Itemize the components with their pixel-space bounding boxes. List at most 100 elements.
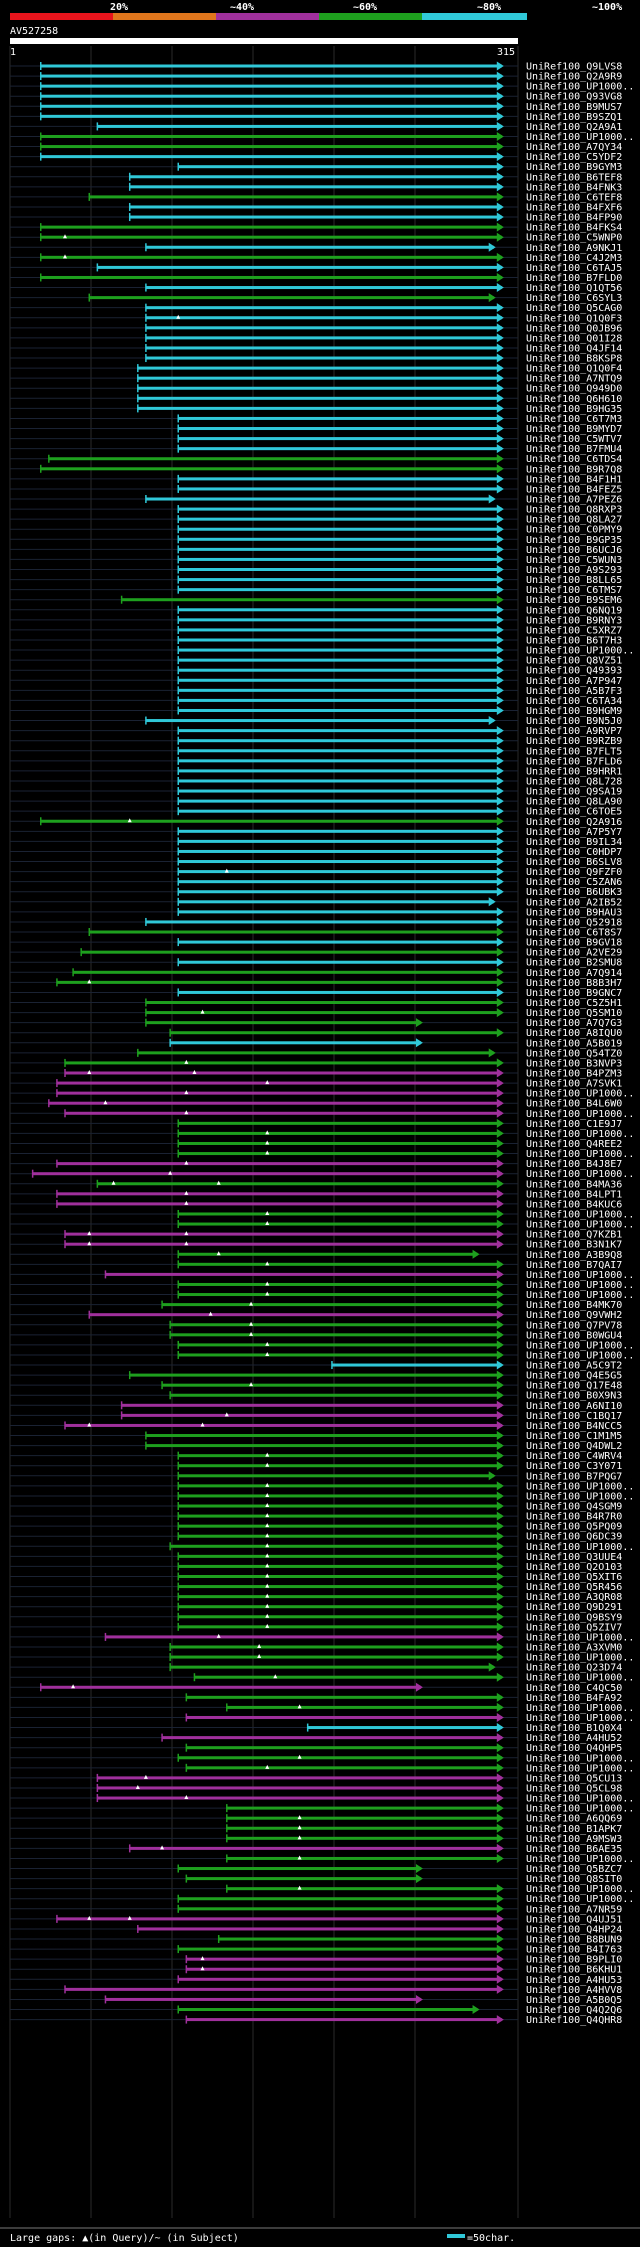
hit-label[interactable]: UniRef100_A9MSW3 <box>526 1834 622 1845</box>
hit-label[interactable]: UniRef100_C6TMS7 <box>526 585 622 596</box>
hit-label[interactable]: UniRef100_C6TEF8 <box>526 192 622 203</box>
hit-label[interactable]: UniRef100_B8LL65 <box>526 575 622 586</box>
hit-label[interactable]: UniRef100_Q9FZF0 <box>526 867 622 878</box>
hit-row[interactable]: UniRef100_A4HU52 <box>10 1733 622 1744</box>
hit-row[interactable]: UniRef100_UP1000.. <box>10 1169 634 1180</box>
hit-label[interactable]: UniRef100_C6TA34 <box>526 696 622 707</box>
hit-label[interactable]: UniRef100_A7SVK1 <box>526 1079 622 1090</box>
hit-row[interactable]: UniRef100_Q1QT56 <box>10 283 622 294</box>
hit-row[interactable]: UniRef100_B0WGU4 <box>10 1330 622 1341</box>
hit-label[interactable]: UniRef100_B7FLD0 <box>526 273 622 284</box>
hit-row[interactable]: UniRef100_UP1000.. <box>10 1652 634 1664</box>
hit-label[interactable]: UniRef100_B4FXF6 <box>526 202 622 213</box>
hit-label[interactable]: UniRef100_UP1000.. <box>526 1713 634 1724</box>
hit-row[interactable]: UniRef100_UP1000.. <box>10 1763 634 1774</box>
hit-label[interactable]: UniRef100_UP1000.. <box>526 132 634 143</box>
hit-row[interactable]: UniRef100_C1M1M5 <box>10 1431 622 1442</box>
hit-row[interactable]: UniRef100_Q7KZB1 <box>10 1229 622 1241</box>
hit-label[interactable]: UniRef100_A4HU53 <box>526 1975 622 1986</box>
hit-row[interactable]: UniRef100_C6SYL3 <box>10 293 622 304</box>
hit-label[interactable]: UniRef100_A5C9T2 <box>526 1361 622 1372</box>
hit-label[interactable]: UniRef100_UP1000.. <box>526 1653 634 1664</box>
hit-row[interactable]: UniRef100_B9N5J0 <box>10 716 622 727</box>
hit-label[interactable]: UniRef100_Q3UUE4 <box>526 1552 622 1563</box>
hit-row[interactable]: UniRef100_C4QC50 <box>10 1682 622 1694</box>
hit-row[interactable]: UniRef100_UP1000.. <box>10 1884 634 1895</box>
hit-label[interactable]: UniRef100_Q9VWH2 <box>526 1310 622 1321</box>
hit-label[interactable]: UniRef100_UP1000.. <box>526 1794 634 1805</box>
hit-label[interactable]: UniRef100_A7PEZ6 <box>526 495 622 506</box>
hit-row[interactable]: UniRef100_A9MSW3 <box>10 1833 622 1845</box>
hit-row[interactable]: UniRef100_B9IL34 <box>10 836 622 848</box>
hit-label[interactable]: UniRef100_B4FKS4 <box>526 223 622 234</box>
hit-row[interactable]: UniRef100_Q8SIT0 <box>10 1874 622 1885</box>
hit-label[interactable]: UniRef100_UP1000.. <box>526 1894 634 1905</box>
hit-label[interactable]: UniRef100_A7Q914 <box>526 968 622 979</box>
hit-label[interactable]: UniRef100_C1M1M5 <box>526 1431 622 1442</box>
hit-label[interactable]: UniRef100_Q4SGM9 <box>526 1502 622 1513</box>
hit-label[interactable]: UniRef100_B8KSP8 <box>526 354 622 365</box>
hit-label[interactable]: UniRef100_Q52918 <box>526 917 622 928</box>
hit-label[interactable]: UniRef100_Q9D291 <box>526 1602 622 1613</box>
hit-row[interactable]: UniRef100_Q17E48 <box>10 1380 622 1392</box>
hit-row[interactable]: UniRef100_Q2A9R9 <box>10 71 622 83</box>
hit-label[interactable]: UniRef100_Q6H610 <box>526 394 622 405</box>
hit-label[interactable]: UniRef100_B7FLT5 <box>526 746 622 757</box>
hit-label[interactable]: UniRef100_B9HGM9 <box>526 706 622 717</box>
hit-row[interactable]: UniRef100_C5Z5H1 <box>10 998 622 1009</box>
hit-label[interactable]: UniRef100_B6UBK3 <box>526 887 622 898</box>
hit-row[interactable]: UniRef100_B2SMU8 <box>10 957 622 969</box>
hit-label[interactable]: UniRef100_UP1000.. <box>526 1753 634 1764</box>
hit-row[interactable]: UniRef100_UP1000.. <box>10 1803 634 1815</box>
hit-label[interactable]: UniRef100_A9NKJ1 <box>526 243 622 254</box>
hit-label[interactable]: UniRef100_UP1000.. <box>526 1804 634 1815</box>
hit-label[interactable]: UniRef100_UP1000.. <box>526 1280 634 1291</box>
hit-row[interactable]: UniRef100_UP1000.. <box>10 1108 634 1120</box>
hit-label[interactable]: UniRef100_Q1Q0F4 <box>526 364 622 375</box>
hit-row[interactable]: UniRef100_Q5ZIV7 <box>10 1622 622 1633</box>
hit-row[interactable]: UniRef100_Q9D291 <box>10 1602 622 1613</box>
hit-label[interactable]: UniRef100_C0HDP7 <box>526 847 622 858</box>
hit-row[interactable]: UniRef100_C6TOE5 <box>10 806 622 818</box>
hit-label[interactable]: UniRef100_A5B019 <box>526 1038 622 1049</box>
hit-label[interactable]: UniRef100_B4LPT1 <box>526 1189 622 1200</box>
hit-row[interactable]: UniRef100_Q6DC39 <box>10 1531 622 1543</box>
hit-label[interactable]: UniRef100_UP1000.. <box>526 1129 634 1140</box>
hit-label[interactable]: UniRef100_A3B9Q8 <box>526 1250 622 1261</box>
hit-row[interactable]: UniRef100_B9R7Q8 <box>10 464 622 475</box>
hit-label[interactable]: UniRef100_Q5R456 <box>526 1582 622 1593</box>
hit-row[interactable]: UniRef100_Q9VWH2 <box>10 1310 622 1321</box>
hit-row[interactable]: UniRef100_B9RNY3 <box>10 615 622 626</box>
hit-row[interactable]: UniRef100_A7NR59 <box>10 1904 622 1915</box>
hit-row[interactable]: UniRef100_B6AE35 <box>10 1843 622 1855</box>
hit-label[interactable]: UniRef100_B6SLV8 <box>526 857 622 868</box>
hit-label[interactable]: UniRef100_C6T7M3 <box>526 414 622 425</box>
hit-label[interactable]: UniRef100_UP1000.. <box>526 1220 634 1231</box>
hit-row[interactable]: UniRef100_C5ZAN6 <box>10 877 622 888</box>
hit-label[interactable]: UniRef100_A2IB52 <box>526 897 622 908</box>
hit-label[interactable]: UniRef100_UP1000.. <box>526 82 634 93</box>
hit-label[interactable]: UniRef100_UP1000.. <box>526 646 634 657</box>
hit-row[interactable]: UniRef100_A9NKJ1 <box>10 242 622 254</box>
hit-row[interactable]: UniRef100_Q5CAG0 <box>10 303 622 314</box>
hit-row[interactable]: UniRef100_C0HDP7 <box>10 846 622 858</box>
hit-label[interactable]: UniRef100_B9SZQ1 <box>526 112 622 123</box>
hit-label[interactable]: UniRef100_Q4UJ51 <box>526 1914 622 1925</box>
hit-row[interactable]: UniRef100_B9GYM3 <box>10 162 622 173</box>
hit-label[interactable]: UniRef100_Q4REE2 <box>526 1139 622 1150</box>
hit-row[interactable]: UniRef100_B4KUC6 <box>10 1199 622 1210</box>
hit-label[interactable]: UniRef100_B9SEM6 <box>526 595 622 606</box>
hit-label[interactable]: UniRef100_Q4E5G5 <box>526 1371 622 1382</box>
hit-label[interactable]: UniRef100_A9RVP7 <box>526 726 622 737</box>
hit-label[interactable]: UniRef100_C4WRV4 <box>526 1451 622 1462</box>
hit-row[interactable]: UniRef100_Q23D74 <box>10 1662 622 1674</box>
hit-row[interactable]: UniRef100_Q8LA90 <box>10 796 622 808</box>
hit-row[interactable]: UniRef100_UP1000.. <box>10 1149 634 1160</box>
hit-row[interactable]: UniRef100_C3Y071 <box>10 1461 622 1472</box>
hit-label[interactable]: UniRef100_Q5ZIV7 <box>526 1622 622 1633</box>
hit-row[interactable]: UniRef100_UP1000.. <box>10 1269 634 1281</box>
hit-row[interactable]: UniRef100_Q4DWL2 <box>10 1441 622 1452</box>
hit-label[interactable]: UniRef100_A6QQ69 <box>526 1814 622 1825</box>
hit-label[interactable]: UniRef100_Q5XIT6 <box>526 1572 622 1583</box>
hit-label[interactable]: UniRef100_A7Q7G3 <box>526 1018 622 1029</box>
